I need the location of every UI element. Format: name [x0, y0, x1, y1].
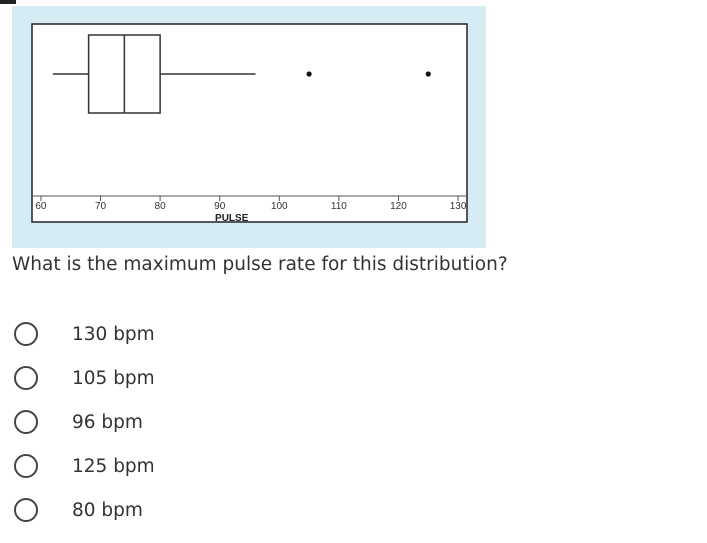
- answer-label: 130 bpm: [72, 323, 155, 345]
- answer-label: 96 bpm: [72, 411, 143, 433]
- radio-button[interactable]: [14, 454, 38, 478]
- radio-button[interactable]: [14, 322, 38, 346]
- x-tick-label: 110: [331, 201, 347, 212]
- answer-option[interactable]: 80 bpm: [12, 488, 432, 532]
- answer-label: 80 bpm: [72, 499, 143, 521]
- x-tick-label: 100: [271, 201, 288, 212]
- answer-option[interactable]: 125 bpm: [12, 444, 432, 488]
- x-tick-label: 80: [155, 201, 167, 212]
- radio-button[interactable]: [14, 410, 38, 434]
- answer-label: 105 bpm: [72, 367, 155, 389]
- boxplot-chart: 60 70 80 90 100 110 120 130 PULSE: [31, 23, 468, 224]
- x-tick-label: 130: [450, 201, 467, 212]
- boxplot-figure: 60 70 80 90 100 110 120 130 PULSE: [12, 6, 486, 248]
- answer-option[interactable]: 130 bpm: [12, 312, 432, 356]
- corner-tab: [0, 0, 16, 4]
- x-tick-label: 60: [35, 201, 47, 212]
- radio-button[interactable]: [14, 366, 38, 390]
- answer-options: 130 bpm 105 bpm 96 bpm 125 bpm 80 bpm: [12, 312, 432, 532]
- answer-option[interactable]: 96 bpm: [12, 400, 432, 444]
- outlier-point: [425, 71, 431, 77]
- answer-label: 125 bpm: [72, 455, 155, 477]
- x-tick-label: 90: [214, 201, 226, 212]
- outlier-point: [306, 71, 312, 77]
- x-tick-label: 70: [95, 201, 107, 212]
- plot-area: [31, 23, 468, 223]
- x-tick-label: 120: [390, 201, 407, 212]
- answer-option[interactable]: 105 bpm: [12, 356, 432, 400]
- x-axis-title: PULSE: [215, 213, 249, 224]
- question-text: What is the maximum pulse rate for this …: [12, 254, 508, 275]
- radio-button[interactable]: [14, 498, 38, 522]
